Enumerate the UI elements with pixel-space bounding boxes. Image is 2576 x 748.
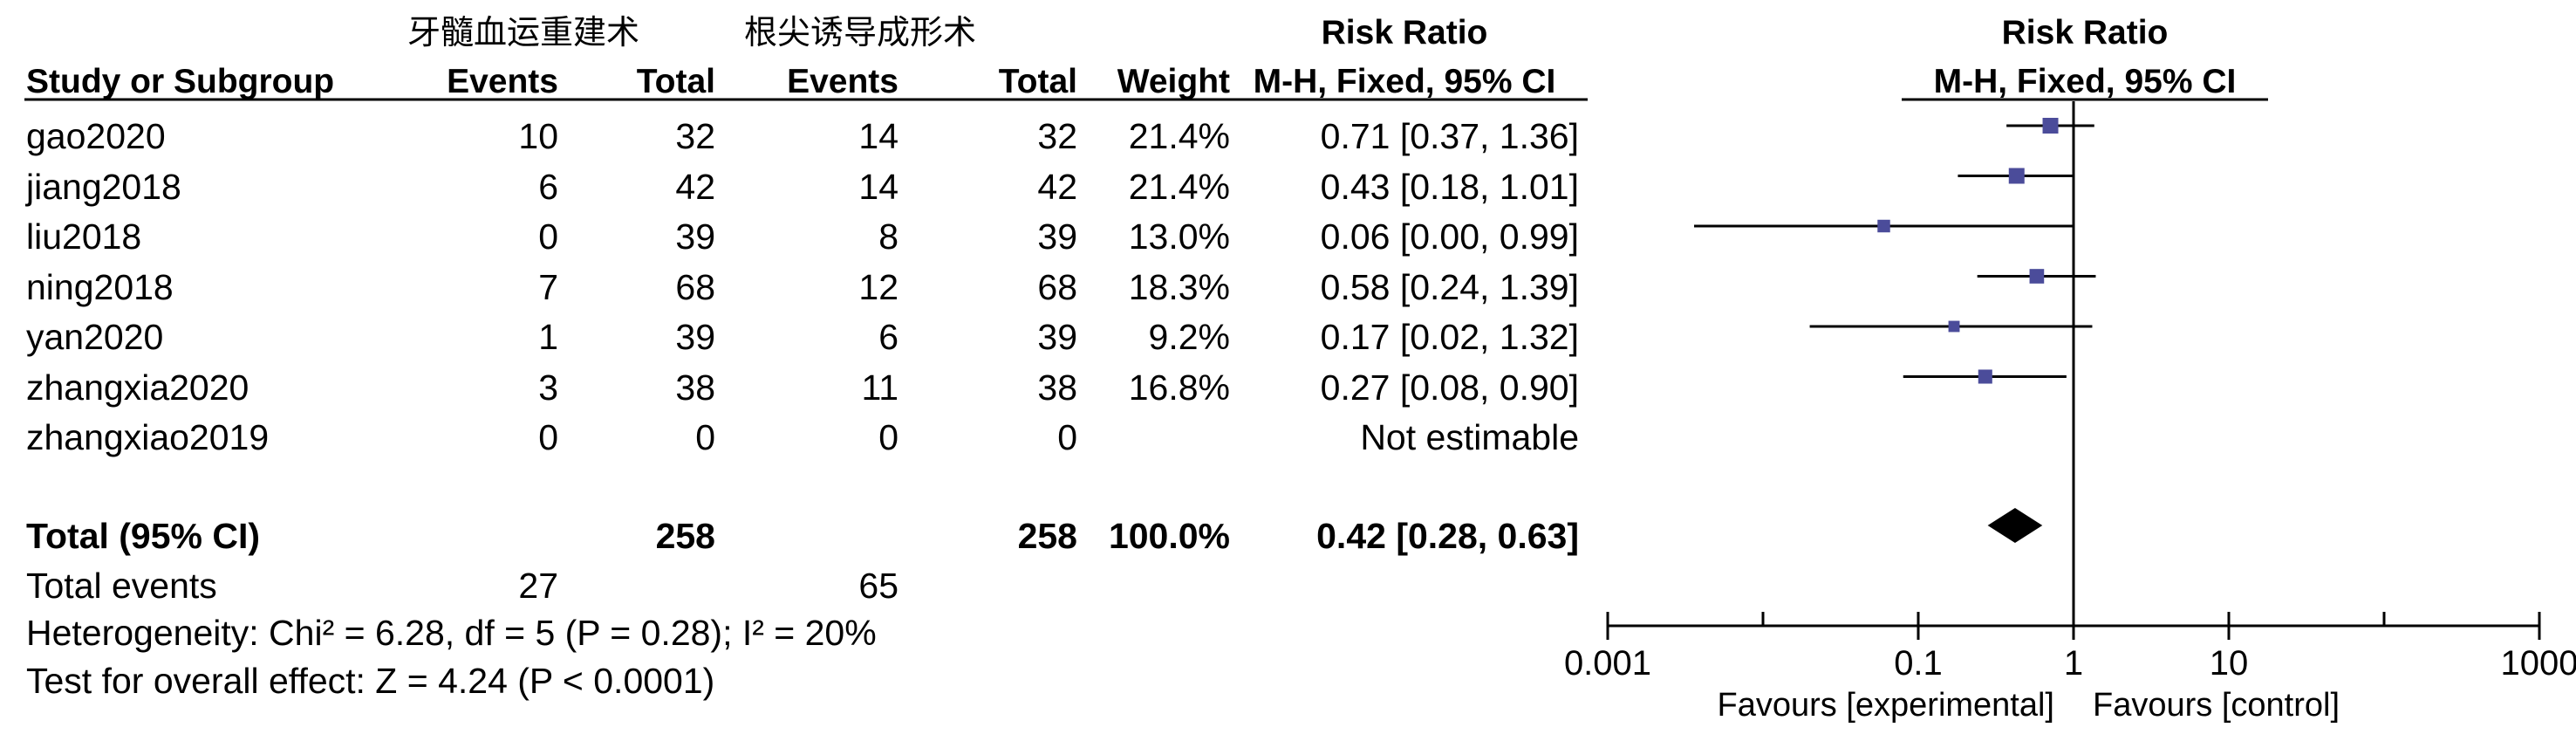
total-exp-value: 32 xyxy=(675,116,715,156)
total-events-exp: 27 xyxy=(518,566,558,606)
risk-ratio-ci-text: 0.58 [0.24, 1.39] xyxy=(1320,267,1579,307)
study-name: gao2020 xyxy=(26,116,166,156)
total-ctl-value: 39 xyxy=(1037,216,1077,257)
study-name: zhangxiao2019 xyxy=(26,417,270,457)
study-name: jiang2018 xyxy=(26,167,181,207)
total-events-label: Total events xyxy=(26,566,217,606)
plot-title: Risk Ratio xyxy=(2001,14,2169,51)
weight-value: 16.8% xyxy=(1128,367,1230,408)
risk-ratio-ci-text: 0.43 [0.18, 1.01] xyxy=(1320,167,1579,207)
risk-ratio-ci-text: 0.71 [0.37, 1.36] xyxy=(1320,116,1579,156)
study-name: liu2018 xyxy=(26,216,142,257)
total-ci-text: 0.42 [0.28, 0.63] xyxy=(1316,516,1579,556)
study-marker xyxy=(2008,168,2025,184)
events-exp-value: 0 xyxy=(538,216,558,257)
total-ctl-value: 68 xyxy=(1037,267,1077,307)
events-ctl-value: 6 xyxy=(878,317,899,357)
events-exp-header: Events xyxy=(447,63,558,100)
total-exp-value: 42 xyxy=(675,167,715,207)
study-marker xyxy=(1948,320,1960,333)
events-ctl-header: Events xyxy=(787,63,899,100)
favours-experimental-label: Favours [experimental] xyxy=(1718,687,2055,724)
total-ctl-header: Total xyxy=(998,63,1077,100)
overall-effect-text: Test for overall effect: Z = 4.24 (P < 0… xyxy=(26,661,715,701)
study-column-header: Study or Subgroup xyxy=(26,63,335,100)
x-tick-label: 10 xyxy=(2210,644,2249,683)
total-ctl-value: 38 xyxy=(1037,367,1077,408)
risk-ratio-ci-text: 0.17 [0.02, 1.32] xyxy=(1320,317,1579,357)
favours-control-label: Favours [control] xyxy=(2093,687,2340,724)
risk-ratio-title: Risk Ratio xyxy=(1321,14,1488,51)
study-name: zhangxia2020 xyxy=(26,367,249,408)
risk-ratio-ci-text: 0.06 [0.00, 0.99] xyxy=(1320,216,1579,257)
total-ctl-value: 42 xyxy=(1037,167,1077,207)
events-exp-value: 10 xyxy=(518,116,558,156)
total-ctl-n: 258 xyxy=(1017,516,1077,556)
events-ctl-value: 0 xyxy=(878,417,899,457)
plot-method-header: M-H, Fixed, 95% CI xyxy=(1933,63,2237,100)
total-exp-value: 38 xyxy=(675,367,715,408)
total-label: Total (95% CI) xyxy=(26,516,261,556)
total-exp-n: 258 xyxy=(655,516,715,556)
weight-value: 13.0% xyxy=(1128,216,1230,257)
events-exp-value: 7 xyxy=(538,267,558,307)
events-ctl-value: 14 xyxy=(858,167,899,207)
events-ctl-value: 11 xyxy=(861,367,899,408)
total-ctl-value: 0 xyxy=(1057,417,1077,457)
pooled-diamond xyxy=(1987,508,2043,543)
weight-value: 9.2% xyxy=(1148,317,1230,357)
total-exp-value: 68 xyxy=(675,267,715,307)
total-exp-value: 39 xyxy=(675,216,715,257)
events-exp-value: 1 xyxy=(538,317,558,357)
weight-header: Weight xyxy=(1117,63,1230,100)
study-name: ning2018 xyxy=(26,267,174,307)
risk-ratio-method-header: M-H, Fixed, 95% CI xyxy=(1253,63,1556,100)
study-marker xyxy=(1877,219,1890,233)
weight-value: 21.4% xyxy=(1128,116,1230,156)
study-name: yan2020 xyxy=(26,317,164,357)
total-ctl-value: 39 xyxy=(1037,317,1077,357)
experimental-group-label: 牙髓血运重建术 xyxy=(407,13,639,51)
total-events-ctl: 65 xyxy=(858,566,899,606)
x-tick-label: 0.1 xyxy=(1894,644,1943,683)
heterogeneity-text: Heterogeneity: Chi² = 6.28, df = 5 (P = … xyxy=(26,613,877,653)
events-ctl-value: 12 xyxy=(858,267,899,307)
study-marker xyxy=(2042,118,2059,134)
total-exp-value: 0 xyxy=(695,417,715,457)
total-exp-header: Total xyxy=(636,63,715,100)
study-marker xyxy=(1978,369,1992,384)
x-tick-label: 0.001 xyxy=(1564,644,1651,683)
total-exp-value: 39 xyxy=(675,317,715,357)
total-weight: 100.0% xyxy=(1108,516,1230,556)
study-marker xyxy=(2029,269,2045,284)
weight-value: 18.3% xyxy=(1128,267,1230,307)
events-ctl-value: 14 xyxy=(858,116,899,156)
total-ctl-value: 32 xyxy=(1037,116,1077,156)
risk-ratio-ci-text: 0.27 [0.08, 0.90] xyxy=(1320,367,1579,408)
events-exp-value: 0 xyxy=(538,417,558,457)
events-ctl-value: 8 xyxy=(878,216,899,257)
weight-value: 21.4% xyxy=(1128,167,1230,207)
events-exp-value: 6 xyxy=(538,167,558,207)
risk-ratio-ci-text: Not estimable xyxy=(1360,417,1579,457)
events-exp-value: 3 xyxy=(538,367,558,408)
control-group-label: 根尖诱导成形术 xyxy=(743,13,976,51)
x-tick-label: 1000 xyxy=(2501,644,2576,683)
x-tick-label: 1 xyxy=(2064,644,2083,683)
